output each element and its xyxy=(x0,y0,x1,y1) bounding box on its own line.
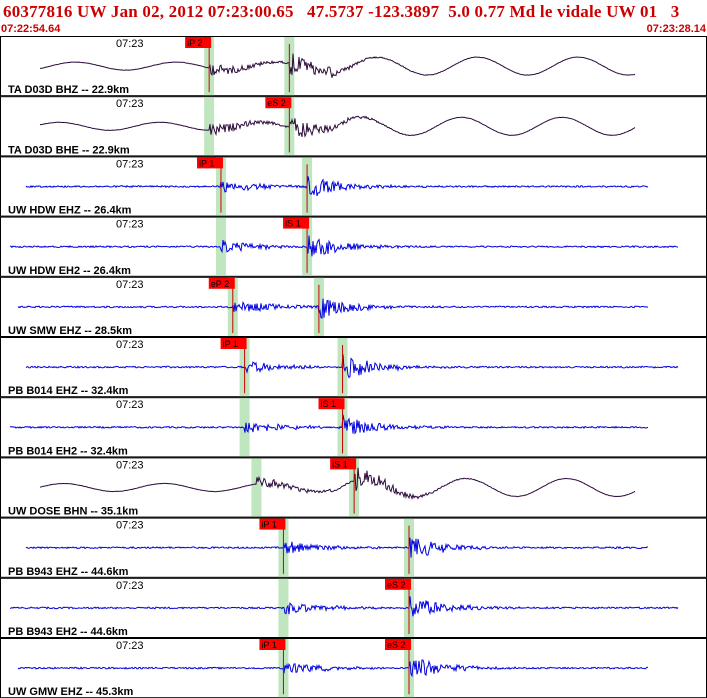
event-title: 60377816 UW Jan 02, 2012 07:23:00.65 47.… xyxy=(3,2,680,21)
waveform-line xyxy=(9,596,679,617)
waveform-line xyxy=(39,467,636,500)
tick-label: 07:23 xyxy=(116,459,144,471)
pick-label-box xyxy=(385,639,412,650)
waveform-line xyxy=(17,659,649,678)
tick-label: 07:23 xyxy=(116,640,144,652)
waveform-line xyxy=(17,298,649,319)
trace-panel: 07:23 UW HDW EHZ -- 26.4km iP 1 xyxy=(0,156,707,217)
waveform-line xyxy=(25,354,679,379)
pick-label-box xyxy=(196,157,223,169)
pick-label-box xyxy=(208,277,235,289)
trace-panel: 07:23 PB B943 EHZ -- 44.6km iP 1 xyxy=(0,517,707,578)
pick-label-box xyxy=(330,458,357,470)
pick-label-box xyxy=(185,37,212,48)
tick-label: 07:23 xyxy=(116,279,144,291)
pick-label-box xyxy=(385,578,412,590)
trace-panel: 07:23 PB B943 EH2 -- 44.6km eS 2 xyxy=(0,577,707,638)
end-time: 07:23:28.14 xyxy=(646,23,706,35)
trace-plot-svg: 07:23 TA D03D BHZ -- 22.9km iP 2 07:23 TA D0… xyxy=(0,36,707,698)
pick-label-box xyxy=(318,398,345,410)
pick-label: eS 2 xyxy=(267,98,286,108)
trace-label: TA D03D BHZ -- 22.9km xyxy=(8,84,129,96)
pick-label: iP 1 xyxy=(261,640,276,650)
trace-label: UW GMW EHZ -- 45.3km xyxy=(8,686,134,698)
pick-label-box xyxy=(259,639,286,650)
trace-label: PB B014 EHZ -- 32.4km xyxy=(8,385,129,397)
pick-label-box xyxy=(265,97,292,109)
pick-label: iP 1 xyxy=(199,158,214,168)
waveform-line xyxy=(9,414,649,435)
pick-window xyxy=(239,398,250,457)
tick-label: 07:23 xyxy=(116,158,144,170)
pick-label: eS 2 xyxy=(387,640,406,650)
trace-label: PB B943 EHZ -- 44.6km xyxy=(8,566,129,578)
trace-panel: 07:23 UW GMW EHZ -- 45.3km iP 1 eS 2 xyxy=(0,638,707,698)
trace-label: UW HDW EHZ -- 26.4km xyxy=(8,205,132,217)
trace-plot[interactable]: 07:23 TA D03D BHZ -- 22.9km iP 2 07:23 TA D0… xyxy=(0,36,707,698)
trace-label: UW SMW EHZ -- 28.5km xyxy=(8,325,132,337)
trace-label: TA D03D BHE -- 22.9km xyxy=(8,144,130,156)
trace-panel: 07:23 UW HDW EH2 -- 26.4km iS 1 xyxy=(0,216,707,277)
pick-label: iS 1 xyxy=(285,219,301,229)
trace-label: PB B014 EH2 -- 32.4km xyxy=(8,445,128,457)
trace-label: PB B943 EH2 -- 44.6km xyxy=(8,626,128,638)
waveform-line xyxy=(25,176,649,197)
pick-label-box xyxy=(259,518,286,530)
tick-label: 07:23 xyxy=(116,399,144,411)
pick-label: iP 1 xyxy=(223,339,238,349)
trace-panel: 07:23 PB B014 EH2 -- 32.4km iS 1 xyxy=(0,397,707,458)
pick-label: eS 2 xyxy=(387,580,406,590)
tick-label: 07:23 xyxy=(116,38,144,50)
trace-label: UW HDW EH2 -- 26.4km xyxy=(8,265,131,277)
tick-label: 07:23 xyxy=(116,98,144,110)
pick-window xyxy=(215,217,226,276)
trace-panel: 07:23 PB B014 EHZ -- 32.4km iP 1 xyxy=(0,337,707,397)
pick-label: eP 2 xyxy=(211,279,229,289)
pick-label: iP 1 xyxy=(261,520,276,530)
pick-label: iP 2 xyxy=(187,38,202,48)
trace-label: UW DOSE BHN -- 35.1km xyxy=(8,506,138,518)
tick-label: 07:23 xyxy=(116,219,144,231)
waveform-line xyxy=(39,53,636,78)
pick-window xyxy=(251,458,262,517)
trace-panel: 07:23 UW DOSE BHN -- 35.1km iS 1 xyxy=(0,457,707,518)
pick-label: iS 1 xyxy=(332,459,348,469)
start-time: 07:22:54.64 xyxy=(1,23,61,35)
trace-panel: 07:23 TA D03D BHZ -- 22.9km iP 2 xyxy=(0,36,707,97)
seismogram-header: 60377816 UW Jan 02, 2012 07:23:00.65 47.… xyxy=(0,0,707,36)
waveform-line xyxy=(9,235,679,257)
waveform-line xyxy=(25,537,649,558)
pick-label-box xyxy=(283,217,310,229)
trace-panel: 07:23 UW SMW EHZ -- 28.5km eP 2 xyxy=(0,276,707,338)
pick-label-box xyxy=(220,338,247,349)
waveform-line xyxy=(39,115,636,138)
trace-panel: 07:23 TA D03D BHE -- 22.9km eS 2 xyxy=(0,96,707,157)
pick-label: iS 1 xyxy=(321,399,337,409)
tick-label: 07:23 xyxy=(116,520,144,532)
tick-label: 07:23 xyxy=(116,339,144,351)
tick-label: 07:23 xyxy=(116,580,144,592)
